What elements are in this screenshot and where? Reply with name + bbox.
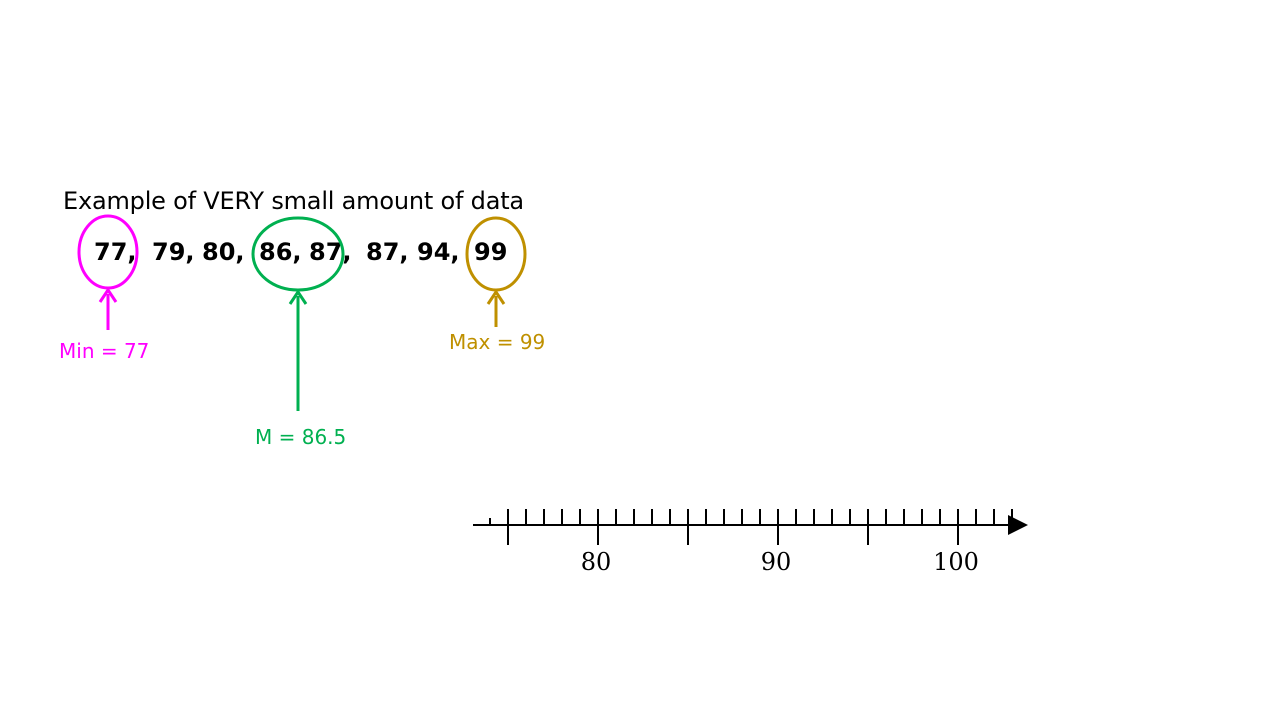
data-value-3: 80, [202,238,245,266]
data-value-7: 94, [417,238,460,266]
max-label: Max = 99 [449,330,546,354]
number-line-label: 80 [581,548,612,576]
min-arrowhead [98,287,118,303]
number-line-labels: 80 90 100 [581,548,979,576]
slide-title: Example of VERY small amount of data [63,187,524,215]
median-arrowhead [288,289,308,305]
median-label: M = 86.5 [255,425,347,449]
number-line-ticks [473,509,1028,545]
data-value-2: 79, [152,238,195,266]
min-label: Min = 77 [59,339,150,363]
data-value-1: 77, [94,238,137,266]
data-value-6: 87, [366,238,409,266]
number-line-label: 90 [761,548,792,576]
data-value-8: 99 [474,238,508,266]
max-arrowhead [486,289,506,305]
data-value-4: 86, [259,238,302,266]
number-line-label: 100 [933,548,979,576]
